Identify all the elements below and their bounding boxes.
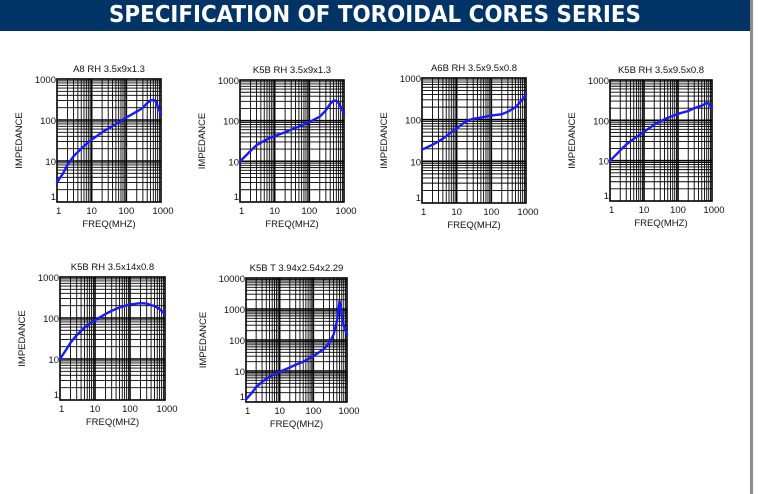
x-tick-label: 10 [269,206,280,217]
grid [246,278,347,402]
x-tick-label: 1000 [156,404,177,415]
x-tick-label: 1 [245,406,250,417]
y-tick-label: 10 [410,157,421,168]
chart-5: K5B RH 3.5x14x0.8 1 10 100 1000 1 10 100 1000 FRE… [17,262,178,428]
y-tick-label: 10 [228,157,239,168]
x-tick-label: 10 [639,205,650,216]
impedance-curve [244,299,349,401]
plot-frame [56,78,162,203]
x-tick-label: 10 [90,404,101,415]
y-tick-label: 1000 [38,273,59,284]
y-tick-label: 100 [223,117,239,128]
chart-title: A8 RH 3.5x9x1.3 [73,64,145,75]
grid [422,78,526,203]
y-tick-label: 1000 [224,305,245,316]
y-tick-label: 1 [51,192,56,203]
y-tick-label: 10 [234,367,245,378]
y-axis-label: IMPEDANCE [17,310,28,366]
plot-frame [239,79,345,203]
chart-1: A8 RH 3.5x9x1.3 1 10 100 1000 1 10 100 1000 FREQ(… [14,64,174,230]
y-tick-label: 1 [604,191,609,202]
x-axis-label: FREQ(MHZ) [270,419,323,430]
y-tick-label: 1 [234,192,239,203]
x-tick-label: 10 [274,406,285,417]
chart-title: K5B T 3.94x2.54x2.29 [250,263,344,274]
grid [240,80,344,202]
y-tick-label: 1 [240,392,245,403]
x-tick-label: 1000 [152,206,173,217]
chart-title: A6B RH 3.5x9.5x0.8 [431,63,517,74]
y-tick-label: 1000 [218,76,239,87]
chart-6: K5B T 3.94x2.54x2.29 1 10 100 1000 1 10 100 1000… [198,263,360,430]
x-tick-label: 1 [239,206,244,217]
y-tick-label: 100 [593,116,609,127]
x-tick-label: 1 [421,207,426,218]
y-axis-label: IMPEDANCE [198,312,209,368]
y-tick-label: 100 [405,116,421,127]
chart-title: K5B RH 3.5x9x1.3 [253,65,331,76]
chart-2: K5B RH 3.5x9x1.3 1 10 100 1000 1 10 100 1000 FREQ… [197,65,357,230]
impedance-curve [238,99,346,163]
grid [610,80,712,201]
chart-4: K5B RH 3.5x9.5x0.8 1 10 100 1000 1 10 100 1000 FR… [567,65,725,229]
x-tick-label: 100 [670,205,686,216]
x-tick-label: 100 [483,207,499,218]
y-tick-label: 10000 [219,274,245,285]
page-header: SPECIFICATION OF TOROIDAL CORES SERIES [0,0,750,31]
x-tick-label: 1 [609,205,614,216]
plot-frame [59,276,166,401]
plot-frame [421,77,527,204]
y-tick-label: 1 [54,390,59,401]
x-axis-label: FREQ(MHZ) [82,219,135,230]
y-tick-label: 100 [229,336,245,347]
y-tick-label: 100 [43,314,59,325]
y-axis-label: IMPEDANCE [14,112,25,168]
y-tick-label: 1000 [35,75,56,86]
impedance-curve [58,302,167,361]
grid [60,277,165,400]
x-tick-label: 1000 [703,205,724,216]
chart-title: K5B RH 3.5x9.5x0.8 [618,65,704,76]
plot-frame [609,79,713,202]
y-tick-label: 10 [598,157,609,168]
grid [57,79,161,202]
y-axis-label: IMPEDANCE [197,113,208,169]
y-tick-label: 100 [40,116,56,127]
x-tick-label: 100 [305,406,321,417]
x-tick-label: 10 [451,207,462,218]
x-tick-label: 10 [86,206,97,217]
x-tick-label: 100 [118,206,134,217]
impedance-curve [420,93,528,151]
x-tick-label: 1 [56,206,61,217]
scrollbar-track [753,0,758,494]
impedance-curve [55,98,163,184]
x-tick-label: 1000 [335,206,356,217]
chart-title: K5B RH 3.5x14x0.8 [71,262,154,273]
y-tick-label: 1000 [588,76,609,87]
y-tick-label: 10 [48,355,59,366]
x-tick-label: 1000 [338,406,359,417]
scrollbar[interactable] [750,0,753,494]
chart-3: A6B RH 3.5x9.5x0.8 1 10 100 1000 1 10 100 1000 FR… [379,63,539,231]
x-tick-label: 100 [122,404,138,415]
x-axis-label: FREQ(MHZ) [86,417,139,428]
y-tick-label: 10 [45,157,56,168]
x-tick-label: 1000 [517,207,538,218]
x-axis-label: FREQ(MHZ) [634,218,687,229]
impedance-curve [608,101,714,162]
x-tick-label: 1 [59,404,64,415]
y-axis-label: IMPEDANCE [379,112,390,168]
y-axis-label: IMPEDANCE [567,112,578,168]
x-axis-label: FREQ(MHZ) [447,220,500,231]
page-title: SPECIFICATION OF TOROIDAL CORES SERIES [109,2,641,28]
x-axis-label: FREQ(MHZ) [265,219,318,230]
y-tick-label: 1000 [400,74,421,85]
y-tick-label: 1 [416,193,421,204]
x-tick-label: 100 [301,206,317,217]
